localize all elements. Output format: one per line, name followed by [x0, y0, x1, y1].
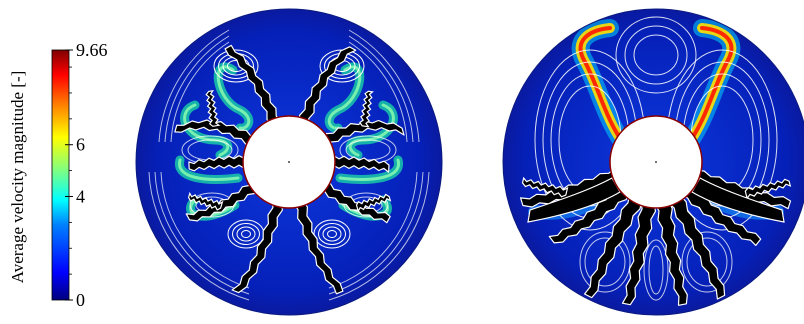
- colorbar-gradient: [52, 50, 69, 300]
- colorbar-tick-label: 6: [76, 135, 85, 155]
- asymmetric-flow-disc: [503, 9, 804, 315]
- colorbar-ticks: 0 4 6 9.66: [65, 40, 108, 310]
- colorbar-tick-label: 4: [76, 186, 85, 206]
- colorbar-tick-label: 0: [76, 290, 85, 310]
- hub-center: [655, 161, 657, 163]
- colorbar-tick-label: 9.66: [76, 40, 108, 60]
- symmetric-flow-disc: [136, 9, 442, 315]
- colorbar: 0 4 6 9.66: [52, 40, 108, 310]
- hub-center: [288, 161, 290, 163]
